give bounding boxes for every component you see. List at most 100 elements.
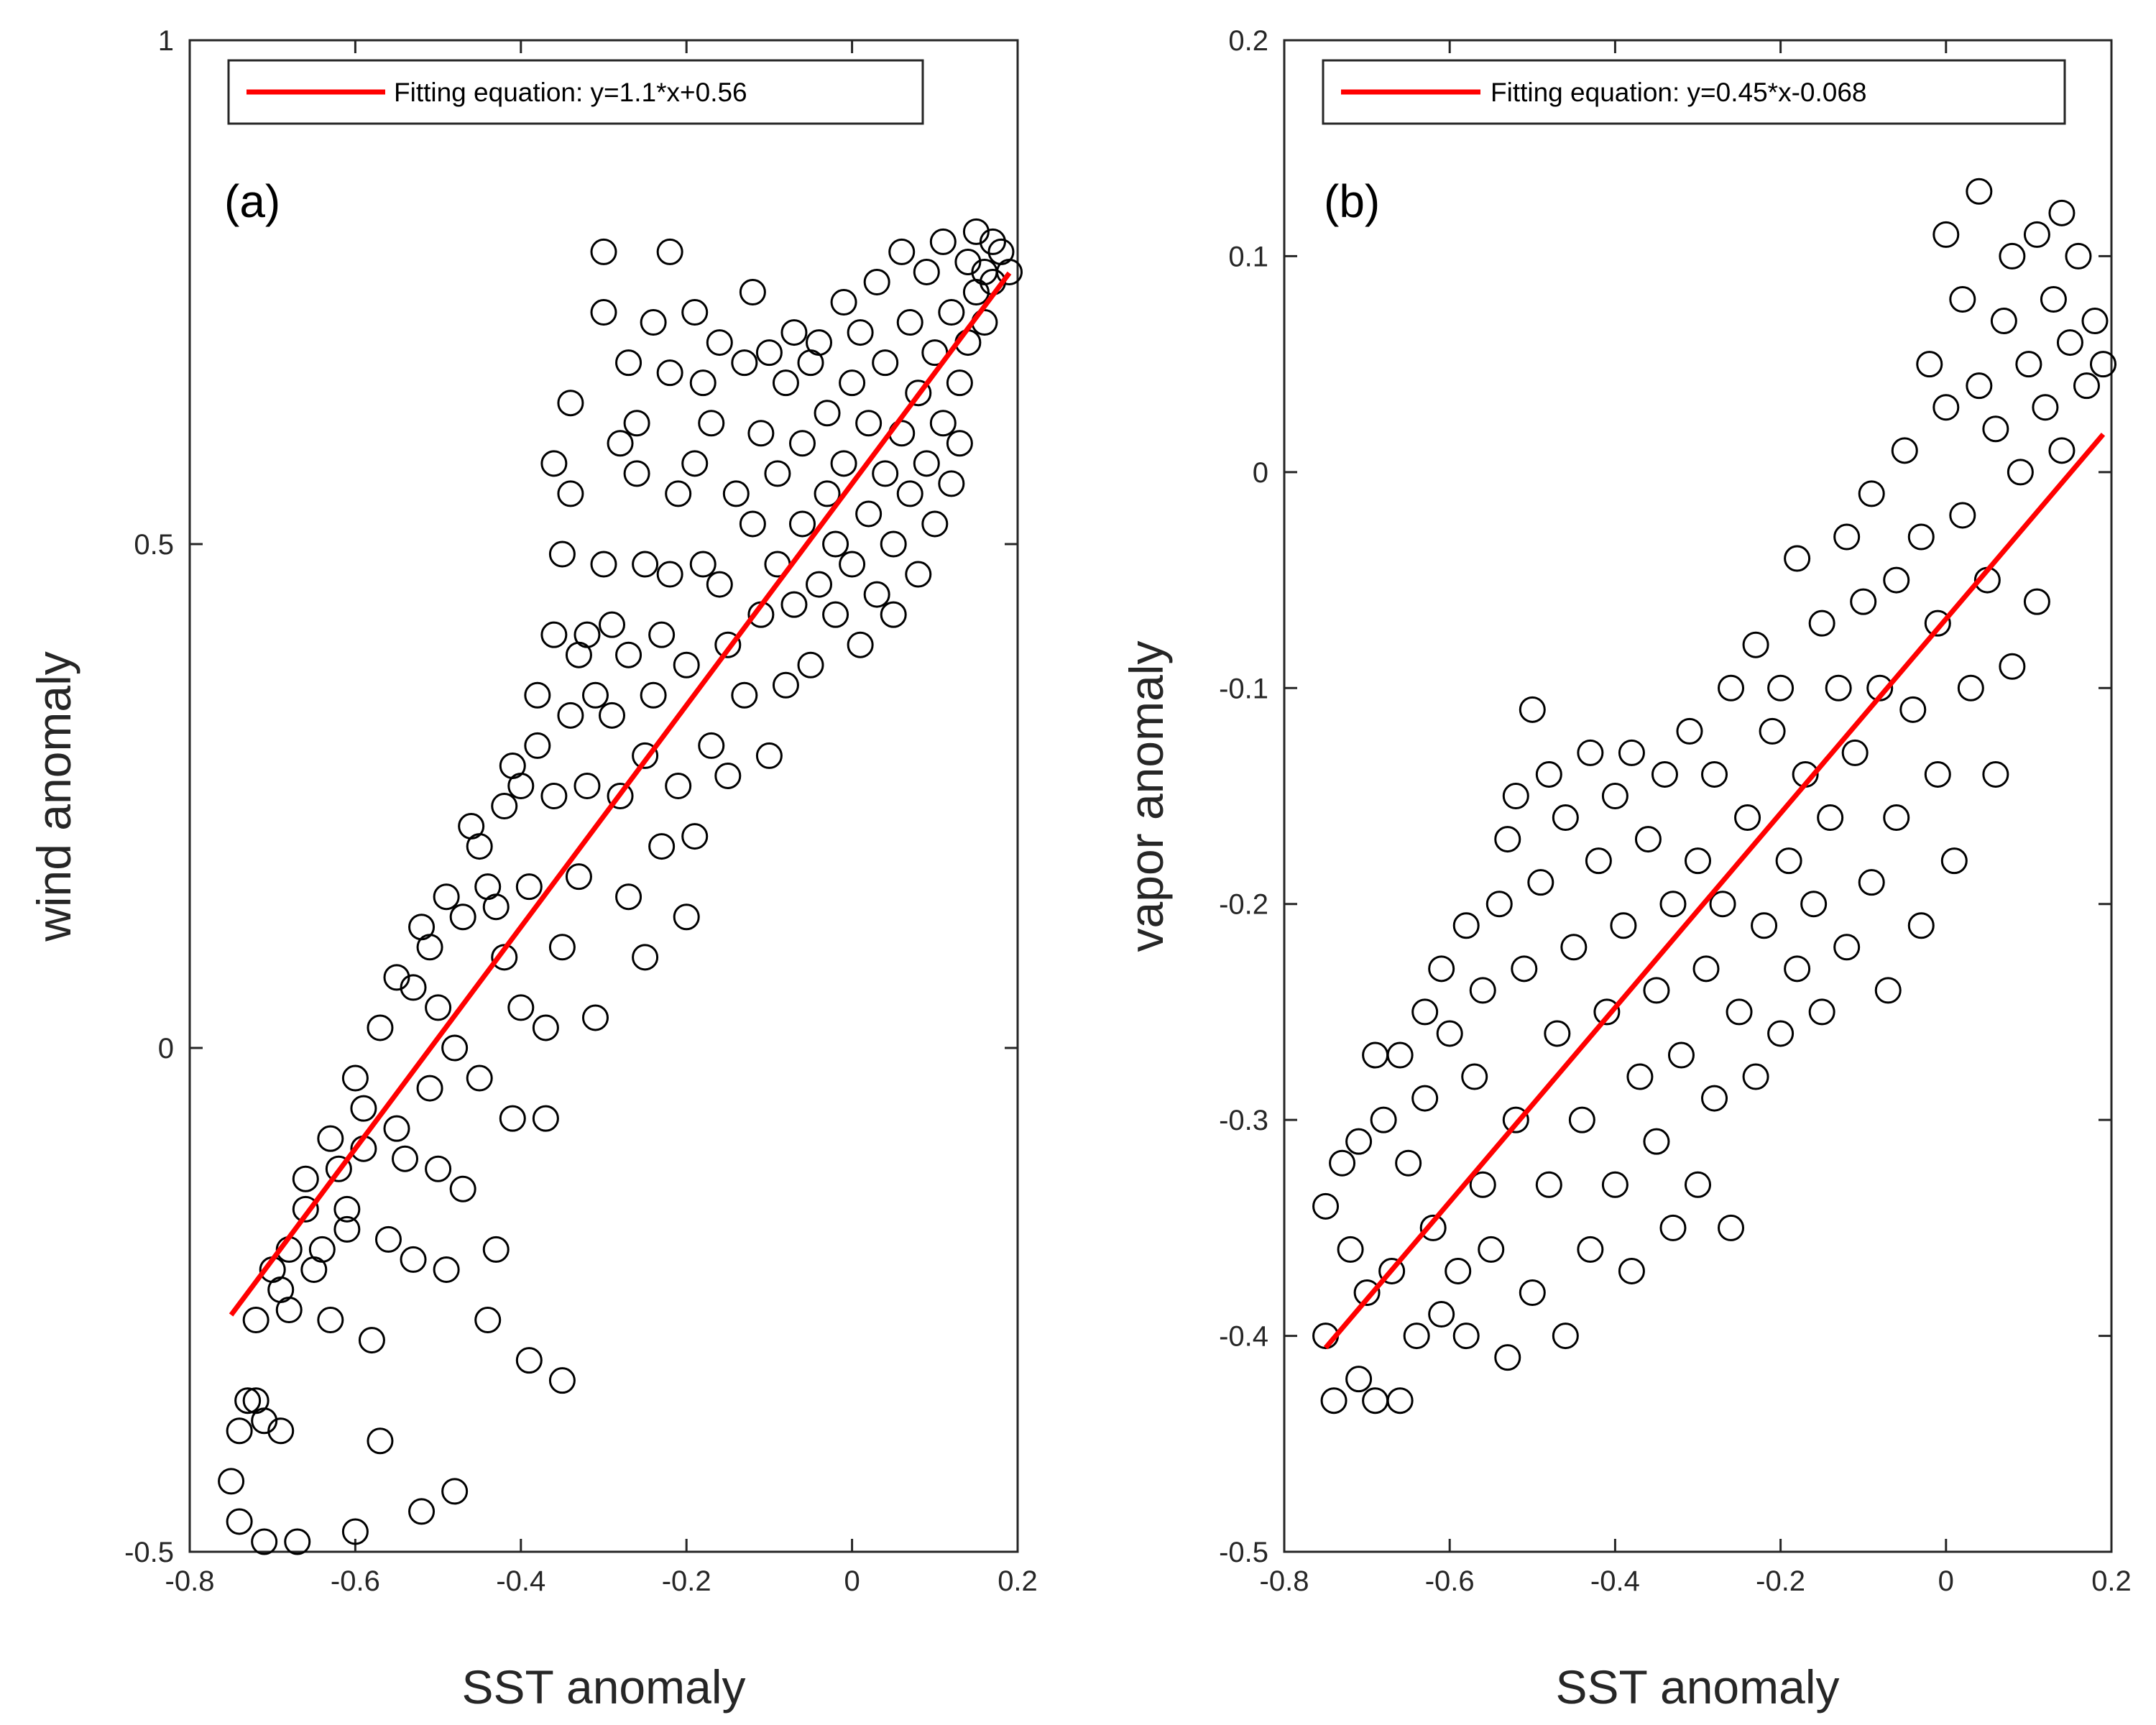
scatter-point bbox=[1485, 891, 1513, 918]
scatter-point bbox=[1701, 760, 1728, 788]
scatter-point bbox=[499, 1105, 526, 1132]
scatter-markers-a bbox=[218, 218, 1023, 1555]
scatter-point bbox=[1428, 1301, 1455, 1328]
scatter-point bbox=[2023, 221, 2050, 248]
scatter-point bbox=[863, 268, 890, 295]
scatter-point bbox=[524, 732, 551, 759]
scatter-point bbox=[929, 228, 957, 255]
y-tick-label: -0.1 bbox=[1219, 673, 1268, 704]
scatter-point bbox=[888, 238, 916, 265]
scatter-point bbox=[2015, 351, 2042, 378]
y-tick-label: -0.4 bbox=[1219, 1321, 1268, 1353]
scatter-point bbox=[656, 238, 683, 265]
scatter-point bbox=[1659, 1214, 1687, 1241]
scatter-point bbox=[581, 681, 609, 709]
scatter-point bbox=[665, 480, 692, 507]
scatter-point bbox=[1841, 739, 1869, 766]
scatter-point bbox=[1577, 1236, 1604, 1263]
scatter-point bbox=[1751, 912, 1778, 939]
scatter-point bbox=[839, 369, 866, 397]
scatter-point bbox=[1685, 1171, 1711, 1198]
scatter-point bbox=[1874, 977, 1902, 1004]
scatter-point bbox=[1411, 998, 1439, 1026]
scatter-point bbox=[806, 571, 833, 598]
x-axis-title-a: SST anomaly bbox=[462, 1660, 746, 1714]
fit-line-b bbox=[1323, 433, 2106, 1350]
scatter-point bbox=[673, 651, 700, 678]
scatter-point bbox=[350, 1095, 377, 1122]
scatter-point bbox=[1949, 502, 1976, 529]
scatter-point bbox=[1940, 847, 1968, 875]
scatter-point bbox=[1651, 760, 1678, 788]
scatter-point bbox=[317, 1125, 344, 1152]
scatter-point bbox=[640, 309, 667, 336]
scatter-point bbox=[954, 248, 982, 275]
scatter-point bbox=[1966, 178, 1993, 205]
scatter-point bbox=[1337, 1236, 1364, 1263]
scatter-point bbox=[1428, 955, 1455, 983]
scatter-point bbox=[764, 460, 791, 487]
x-axis-title-b: SST anomaly bbox=[1556, 1660, 1840, 1714]
scatter-point bbox=[292, 1195, 319, 1223]
scatter-point bbox=[1784, 955, 1811, 983]
scatter-point bbox=[880, 601, 907, 628]
y-tick-label: 0.2 bbox=[1228, 25, 1268, 57]
scatter-point bbox=[441, 1034, 469, 1062]
scatter-point bbox=[1800, 891, 1828, 918]
y-tick-label: 0 bbox=[158, 1033, 174, 1064]
scatter-point bbox=[482, 1236, 510, 1263]
scatter-point bbox=[1403, 1322, 1430, 1350]
scatter-point bbox=[814, 480, 841, 507]
scatter-point bbox=[913, 450, 940, 477]
scatter-point bbox=[532, 1105, 559, 1132]
scatter-point bbox=[482, 893, 510, 921]
scatter-point bbox=[1692, 955, 1720, 983]
scatter-point bbox=[1386, 1387, 1414, 1414]
scatter-point bbox=[607, 430, 634, 457]
scatter-point bbox=[962, 218, 990, 245]
scatter-point bbox=[1593, 998, 1621, 1026]
scatter-point bbox=[607, 783, 634, 809]
scatter-point bbox=[946, 430, 973, 457]
scatter-point bbox=[772, 369, 799, 397]
scatter-point bbox=[855, 410, 883, 437]
scatter-point bbox=[341, 1064, 369, 1092]
scatter-point bbox=[814, 400, 841, 427]
scatter-point bbox=[540, 621, 568, 648]
legend-label-b: Fitting equation: y=0.45*x-0.068 bbox=[1491, 78, 1867, 107]
scatter-point bbox=[242, 1307, 270, 1334]
scatter-point bbox=[1659, 891, 1687, 918]
scatter-point bbox=[1345, 1128, 1373, 1155]
scatter-point bbox=[333, 1195, 361, 1223]
scatter-point bbox=[2007, 459, 2034, 486]
y-tick-label: 0 bbox=[1253, 457, 1268, 489]
scatter-point bbox=[507, 772, 535, 799]
y-tick-label: -0.2 bbox=[1219, 889, 1268, 921]
scatter-point bbox=[623, 460, 650, 487]
scatter-point bbox=[367, 1014, 394, 1041]
scatter-point bbox=[524, 681, 551, 709]
scatter-point bbox=[615, 883, 642, 911]
scatter-point bbox=[1767, 1020, 1795, 1047]
scatter-point bbox=[491, 793, 518, 820]
scatter-point bbox=[1833, 523, 1861, 551]
scatter-point bbox=[1858, 869, 1885, 896]
scatter-point bbox=[1519, 696, 1546, 723]
y-tick-label: -0.3 bbox=[1219, 1105, 1268, 1136]
legend-a: Fitting equation: y=1.1*x+0.56 bbox=[227, 59, 924, 125]
scatter-point bbox=[599, 611, 626, 638]
x-tick-label: 0.2 bbox=[998, 1565, 1038, 1597]
scatter-point bbox=[425, 994, 452, 1021]
scatter-point bbox=[1709, 891, 1736, 918]
scatter-point bbox=[1643, 977, 1670, 1004]
scatter-point bbox=[2065, 242, 2092, 270]
scatter-point bbox=[1585, 847, 1612, 875]
scatter-point bbox=[1808, 610, 1835, 637]
scatter-point bbox=[772, 671, 799, 699]
scatter-point bbox=[408, 1498, 436, 1525]
scatter-point bbox=[822, 530, 849, 558]
scatter-point bbox=[308, 1236, 336, 1263]
scatter-point bbox=[1469, 1171, 1496, 1198]
scatter-point bbox=[830, 450, 857, 477]
scatter-point bbox=[673, 903, 700, 931]
